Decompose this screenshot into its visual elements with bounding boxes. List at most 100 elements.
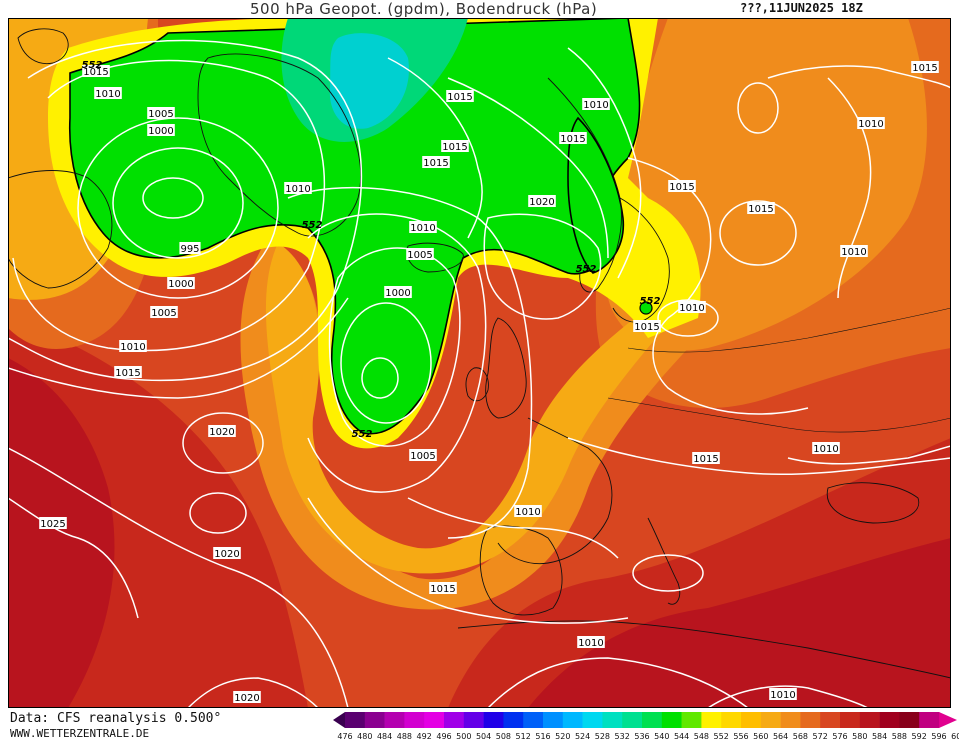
legend-tick-label: 584 xyxy=(872,732,887,741)
isobar-label: 1015 xyxy=(559,132,587,145)
isobar-label-text: 1015 xyxy=(115,368,140,379)
isobar-low-west-ring1 xyxy=(112,147,244,259)
isobar-label: 1015 xyxy=(747,202,775,215)
isobar-label: 1000 xyxy=(384,286,412,299)
legend-swatch xyxy=(622,712,643,728)
isobar-label-text: 1020 xyxy=(214,549,239,560)
isobar-label: 1005 xyxy=(406,248,434,261)
isobars xyxy=(8,39,951,708)
legend-swatch xyxy=(760,712,781,728)
isobar-label-text: 1005 xyxy=(148,109,173,120)
border-europe xyxy=(627,307,951,353)
isobar-1020-atlantic xyxy=(8,447,349,708)
legend-swatches xyxy=(333,712,957,728)
isobar-label-text: 1015 xyxy=(669,182,694,193)
legend-swatch xyxy=(523,712,544,728)
isobar-label-text: 1010 xyxy=(841,247,866,258)
isobar-1015-south xyxy=(567,437,951,476)
geopotential-label-text: 552 xyxy=(352,429,373,440)
isobar-label-text: 1015 xyxy=(430,584,455,595)
isobar-label: 1010 xyxy=(857,117,885,130)
isobar-1020-atlantic-cell xyxy=(182,412,264,474)
isobar-label: 1005 xyxy=(147,107,175,120)
isobar-low-west-ring2 xyxy=(77,117,279,299)
coast-iceland xyxy=(406,242,464,273)
coast-italy xyxy=(647,517,681,605)
isobar-label: 1010 xyxy=(514,505,542,518)
geopotential-band-cyan xyxy=(329,33,409,129)
isobar-label-text: 1010 xyxy=(858,119,883,130)
isobar-label-text: 1000 xyxy=(385,288,410,299)
geopotential-band-darkest-west xyxy=(8,358,115,708)
isobar-label-text: 1005 xyxy=(151,308,176,319)
geopotential-label: 552 xyxy=(640,296,661,307)
isobar-label-text: 1015 xyxy=(560,134,585,145)
legend-tick-label: 488 xyxy=(397,732,412,741)
legend-tick-label: 536 xyxy=(634,732,649,741)
isobar-label: 1000 xyxy=(167,277,195,290)
geopotential-label-text: 552 xyxy=(302,220,323,231)
isobar-1015-mid xyxy=(447,77,609,259)
isobar-label: 1015 xyxy=(692,452,720,465)
isobar-1015-northeast xyxy=(767,65,951,89)
legend-swatch xyxy=(859,712,880,728)
legend-swatch xyxy=(919,712,940,728)
legend-swatch xyxy=(582,712,603,728)
isobar-1010-africa xyxy=(487,657,749,708)
isobar-label: 1010 xyxy=(577,636,605,649)
isobar-label: 1015 xyxy=(441,140,469,153)
legend-tick-label: 600 xyxy=(951,732,959,741)
legend-swatch xyxy=(780,712,801,728)
legend-swatch xyxy=(840,712,861,728)
coast-norway xyxy=(547,77,622,293)
isobar-1010-southeast xyxy=(787,445,951,465)
website-credit[interactable]: WWW.WETTERZENTRALE.DE xyxy=(10,727,150,740)
coast-british-isles xyxy=(485,317,527,419)
legend-tick-label: 504 xyxy=(476,732,491,741)
isobar-1015-east xyxy=(627,157,809,415)
legend-swatch xyxy=(444,712,465,728)
legend-swatch xyxy=(424,712,445,728)
isobar-label: 1015 xyxy=(633,320,661,333)
coastlines xyxy=(8,28,951,679)
legend-tick-label: 512 xyxy=(516,732,531,741)
coast-black-sea xyxy=(826,482,920,524)
isobar-label: 1015 xyxy=(114,366,142,379)
isobar-label: 1010 xyxy=(119,340,147,353)
legend-tick-label: 588 xyxy=(892,732,907,741)
isobar-label: 1015 xyxy=(911,61,939,74)
geopotential-label: 552 xyxy=(576,264,597,275)
legend-swatch xyxy=(562,712,583,728)
isobar-label-text: 1015 xyxy=(748,204,773,215)
geopotential-label: 552 xyxy=(302,220,323,231)
isobar-label: 995 xyxy=(179,242,201,255)
legend-swatch xyxy=(345,712,366,728)
isobar-label: 1025 xyxy=(39,517,67,530)
legend-swatch xyxy=(543,712,564,728)
isobar-1020-atlantic-cell2 xyxy=(189,492,247,534)
legend-tick-label: 556 xyxy=(733,732,748,741)
isobar-label: 1020 xyxy=(233,691,261,704)
isobar-1015-east-cell xyxy=(719,200,797,266)
legend-tick-label: 480 xyxy=(357,732,372,741)
legend-tick-label: 524 xyxy=(575,732,590,741)
legend-arrow-high xyxy=(939,712,957,728)
isobar-1010-northeast xyxy=(827,77,872,299)
legend-tick-label: 496 xyxy=(436,732,451,741)
legend-swatch xyxy=(602,712,623,728)
isobar-label: 1010 xyxy=(582,98,610,111)
isobar-label-text: 1010 xyxy=(813,444,838,455)
isobar-1020-southwest xyxy=(187,677,319,708)
coast-greenland xyxy=(197,53,362,237)
isobar-label: 1015 xyxy=(668,180,696,193)
isobar-label: 1010 xyxy=(840,245,868,258)
isobar-label: 1015 xyxy=(429,582,457,595)
isobar-1010-east-cell xyxy=(657,299,719,337)
legend-swatch xyxy=(642,712,663,728)
isobar-low-central-ring3 xyxy=(307,213,487,493)
legend-swatch xyxy=(820,712,841,728)
legend-swatch xyxy=(800,712,821,728)
legend-swatch xyxy=(404,712,425,728)
coast-canada xyxy=(8,170,113,289)
coast-sweden-finland xyxy=(612,197,670,323)
